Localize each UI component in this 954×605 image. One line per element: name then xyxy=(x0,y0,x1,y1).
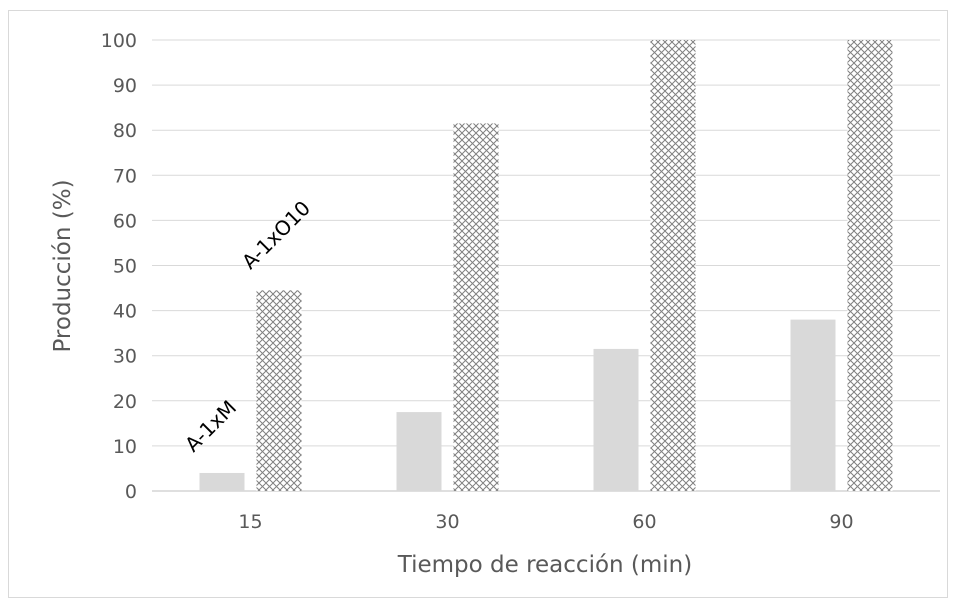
y-tick-label: 0 xyxy=(125,481,137,503)
x-tick-label: 30 xyxy=(435,511,459,533)
x-tick-label: 15 xyxy=(238,511,262,533)
bars xyxy=(199,40,893,491)
x-tick-labels: 15 30 60 90 xyxy=(238,511,853,533)
y-tick-label: 90 xyxy=(113,75,137,97)
bar-solid-30 xyxy=(396,412,442,491)
y-tick-label: 10 xyxy=(113,436,137,458)
y-tick-label: 70 xyxy=(113,165,137,187)
bar-hatched-60 xyxy=(650,40,696,491)
x-tick-label: 90 xyxy=(829,511,853,533)
bar-solid-60 xyxy=(593,348,639,491)
x-tick-label: 60 xyxy=(632,511,656,533)
y-tick-label: 60 xyxy=(113,210,137,232)
bar-hatched-15 xyxy=(256,290,302,491)
y-axis-title: Producción (%) xyxy=(50,179,76,352)
y-tick-label: 50 xyxy=(113,256,137,278)
bar-hatched-30 xyxy=(453,123,499,491)
bar-annotation: A-1xO10 xyxy=(237,196,315,274)
y-tick-labels: 0 10 20 30 40 50 60 70 80 90 100 xyxy=(101,30,137,503)
y-tick-label: 100 xyxy=(101,30,137,52)
y-tick-label: 40 xyxy=(113,301,137,323)
y-tick-label: 20 xyxy=(113,391,137,413)
x-axis-title: Tiempo de reacción (min) xyxy=(397,552,693,578)
bar-hatched-90 xyxy=(847,40,893,491)
bar-solid-15 xyxy=(199,472,245,491)
y-tick-label: 30 xyxy=(113,346,137,368)
bar-solid-90 xyxy=(790,319,836,491)
bar-annotation: A-1xM xyxy=(180,395,241,456)
y-tick-label: 80 xyxy=(113,120,137,142)
